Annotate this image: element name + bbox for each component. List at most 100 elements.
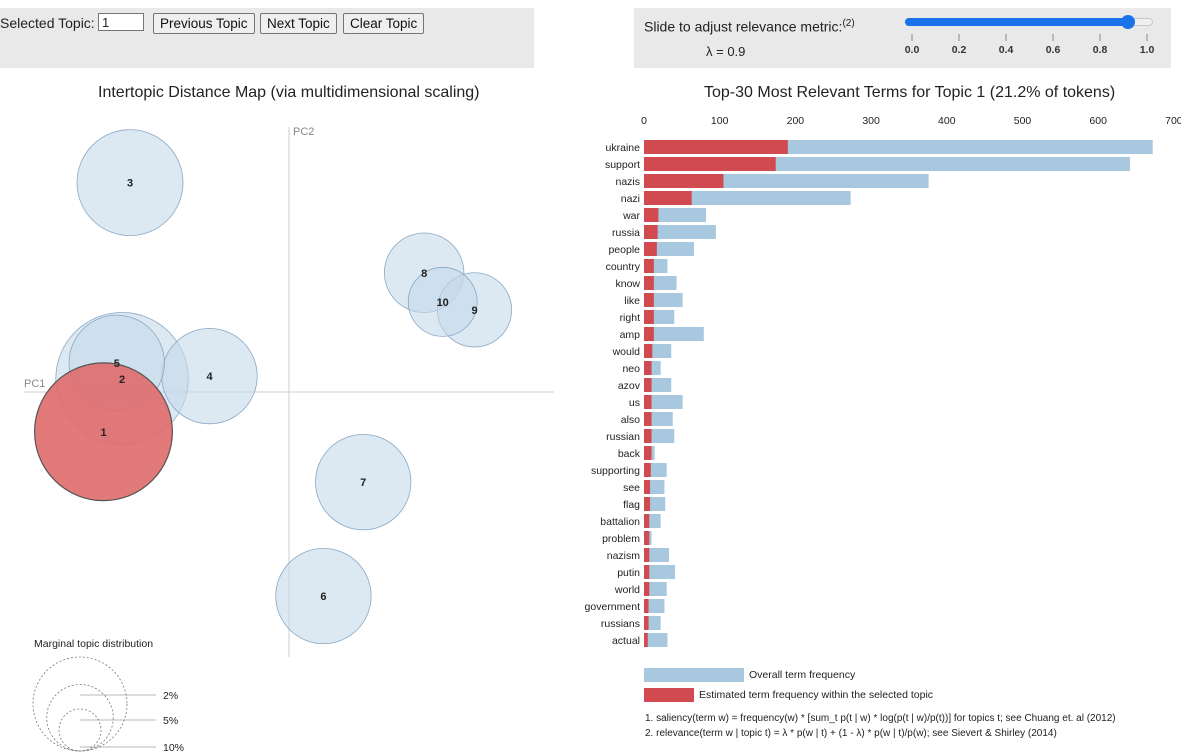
term-label: people: [608, 244, 640, 256]
topic-frequency-bar: [644, 157, 776, 171]
x-tick-label: 0: [641, 115, 647, 127]
topic-frequency-bar: [644, 599, 649, 613]
legend-label: 2%: [163, 690, 178, 702]
topic-label-5: 5: [114, 358, 120, 370]
overall-frequency-bar: [644, 548, 669, 562]
overall-frequency-bar: [644, 191, 851, 205]
topic-frequency-bar: [644, 242, 657, 256]
x-tick-label: 600: [1089, 115, 1107, 127]
topic-bubble-1: [33, 362, 174, 502]
term-label: flag: [623, 499, 640, 511]
topic-frequency-bar: [644, 361, 652, 375]
topic-bubble-3: [76, 129, 184, 237]
term-label: right: [620, 312, 641, 324]
term-label: supporting: [591, 465, 640, 477]
relevance-slider-fill: [905, 18, 1129, 26]
topic-frequency-bar: [644, 259, 654, 273]
topic-label-2: 2: [119, 374, 125, 386]
topic-frequency-bar: [644, 463, 651, 477]
term-label: russians: [601, 618, 640, 630]
term-label: government: [585, 601, 641, 613]
term-label: back: [618, 448, 641, 460]
topic-frequency-bar: [644, 327, 654, 341]
overall-frequency-bar: [644, 225, 716, 239]
term-label: putin: [617, 567, 640, 579]
topic-frequency-bar: [644, 497, 651, 511]
term-label: world: [614, 584, 640, 596]
relevance-slider-label: Slide to adjust relevance metric:(2): [644, 18, 855, 35]
topic-frequency-bar: [644, 548, 650, 562]
legend-topic-label: Estimated term frequency within the sele…: [699, 689, 933, 701]
overall-frequency-bar: [644, 327, 704, 341]
topic-frequency-bar: [644, 446, 652, 460]
topic-label-6: 6: [320, 591, 326, 603]
topic-label-9: 9: [471, 305, 477, 317]
term-label: neo: [622, 363, 640, 375]
topic-frequency-bar: [644, 191, 692, 205]
topic-bubble-6: [275, 547, 372, 645]
topic-bubble-7: [315, 433, 412, 531]
relevance-controls-panel: [634, 8, 1171, 68]
topic-frequency-bar: [644, 174, 724, 188]
term-label: russian: [606, 431, 640, 443]
legend-circle: [58, 708, 102, 752]
overall-frequency-bar: [644, 599, 665, 613]
x-tick-label: 200: [787, 115, 805, 127]
topic-label-10: 10: [437, 297, 449, 309]
term-label: country: [606, 261, 641, 273]
topic-label-4: 4: [206, 371, 213, 383]
topic-frequency-bar: [644, 140, 788, 154]
term-label: russia: [612, 227, 640, 239]
overall-frequency-bar: [644, 208, 707, 222]
term-label: nazis: [615, 176, 640, 188]
term-label: problem: [602, 533, 640, 545]
topic-frequency-bar: [644, 412, 652, 426]
topic-frequency-bar: [644, 344, 653, 358]
overall-frequency-bar: [644, 633, 668, 647]
intertopic-map-title: Intertopic Distance Map (via multidimens…: [98, 84, 480, 101]
intertopic-distance-map: PC1 PC2 1 2 3 4 5 6 7 8 9 10 Marginal topic distribu…: [24, 126, 554, 754]
term-label: would: [612, 346, 641, 358]
term-bar-chart: 0 100 200 300 400 500 600 700 ukraine support nazi…: [585, 115, 1181, 739]
footnote-relevance: 2. relevance(term w | topic t) = λ * p(w…: [645, 728, 1057, 739]
term-label: ukraine: [606, 142, 641, 154]
topic-frequency-bar: [644, 514, 650, 528]
relevance-slider-label-text: Slide to adjust relevance metric:: [644, 18, 843, 35]
term-label: amp: [620, 329, 641, 341]
term-label: support: [605, 159, 640, 171]
legend-circle: [46, 684, 114, 752]
term-label: like: [624, 295, 640, 307]
topic-frequency-bar: [644, 429, 652, 443]
overall-frequency-bar: [644, 429, 675, 443]
topic-label-1: 1: [100, 427, 106, 439]
term-label: war: [622, 210, 640, 222]
marginal-distribution-title: Marginal topic distribution: [34, 638, 153, 650]
next-topic-button[interactable]: Next Topic: [260, 13, 337, 34]
lambda-value: λ = 0.9: [706, 44, 746, 59]
x-tick-label: 100: [711, 115, 729, 127]
term-label: see: [623, 482, 640, 494]
term-label: azov: [618, 380, 641, 392]
x-tick-label: 500: [1014, 115, 1032, 127]
legend-overall-swatch: [644, 668, 744, 682]
clear-topic-button[interactable]: Clear Topic: [343, 13, 425, 34]
x-tick-label: 300: [862, 115, 880, 127]
term-bar-chart-title: Top-30 Most Relevant Terms for Topic 1 (…: [704, 84, 1116, 101]
topic-frequency-bar: [644, 565, 650, 579]
topic-label-7: 7: [360, 477, 366, 489]
term-label: also: [621, 414, 640, 426]
term-label: actual: [612, 635, 640, 647]
legend-overall-label: Overall term frequency: [749, 669, 856, 681]
relevance-slider-handle[interactable]: [1121, 15, 1136, 29]
legend-label: 10%: [163, 742, 184, 754]
selected-topic-label: Selected Topic:: [0, 15, 95, 31]
previous-topic-button[interactable]: Previous Topic: [153, 13, 255, 34]
pc2-axis-label: PC2: [293, 126, 314, 138]
topic-frequency-bar: [644, 310, 654, 324]
term-label: battalion: [600, 516, 640, 528]
topic-frequency-bar: [644, 395, 652, 409]
topic-frequency-bar: [644, 276, 654, 290]
selected-topic-input[interactable]: 1: [98, 13, 144, 31]
legend-topic-swatch: [644, 688, 694, 702]
term-label: nazi: [621, 193, 640, 205]
